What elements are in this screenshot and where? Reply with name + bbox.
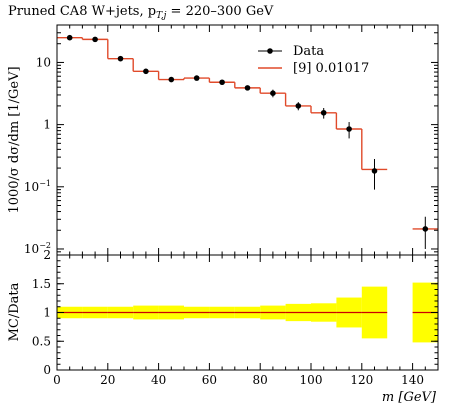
data-point: [193, 75, 200, 81]
x-axis-label: m [GeV]: [382, 390, 437, 405]
data-point: [117, 55, 124, 62]
main-panel: [57, 34, 438, 249]
data-point: [92, 36, 98, 43]
x-tick-label: 40: [151, 373, 166, 387]
data-point: [346, 126, 352, 132]
legend-data-label: Data: [293, 44, 324, 59]
x-tick-label: 60: [202, 373, 217, 387]
x-tick-label: 0: [53, 373, 61, 387]
data-point: [219, 79, 225, 86]
main-y-tick-label: 10: [36, 55, 51, 69]
x-tick-label: 20: [100, 373, 115, 387]
main-frame: [56, 24, 439, 256]
main-y-tick-label: 10−2: [24, 241, 51, 256]
data-point: [295, 103, 302, 109]
ratio-y-label: MC/Data: [7, 282, 22, 341]
ratio-y-tick-label: 1.5: [32, 277, 51, 291]
ratio-y-tick-label: 2: [43, 248, 51, 262]
data-point: [168, 76, 175, 83]
data-point: [422, 226, 429, 232]
x-tick-label: 140: [401, 373, 424, 387]
data-point: [320, 109, 327, 116]
data-point: [143, 68, 149, 75]
legend-data-marker: [267, 48, 273, 54]
ratio-panel: [57, 282, 438, 343]
data-point: [371, 168, 378, 174]
ratio-y-tick-label: 0.5: [32, 334, 51, 348]
main-y-tick-label: 10−1: [24, 179, 51, 194]
chart-title: Pruned CA8 W+jets, pT,j = 220–300 GeV: [8, 4, 274, 21]
legend: Data [9] 0.01017: [258, 44, 369, 76]
x-tick-label: 100: [300, 373, 323, 387]
data-point: [244, 85, 251, 91]
main-y-label: 1000/σ dσ/dm [1/GeV]: [7, 66, 22, 213]
x-tick-label: 120: [350, 373, 373, 387]
ratio-y-tick-label: 1: [43, 306, 51, 320]
data-point: [66, 34, 73, 41]
legend-mc-label: [9] 0.01017: [293, 61, 369, 76]
x-tick-label: 80: [253, 373, 268, 387]
data-point: [270, 90, 276, 97]
ratio-y-tick-label: 0: [43, 363, 51, 377]
main-y-tick-label: 1: [43, 118, 51, 132]
